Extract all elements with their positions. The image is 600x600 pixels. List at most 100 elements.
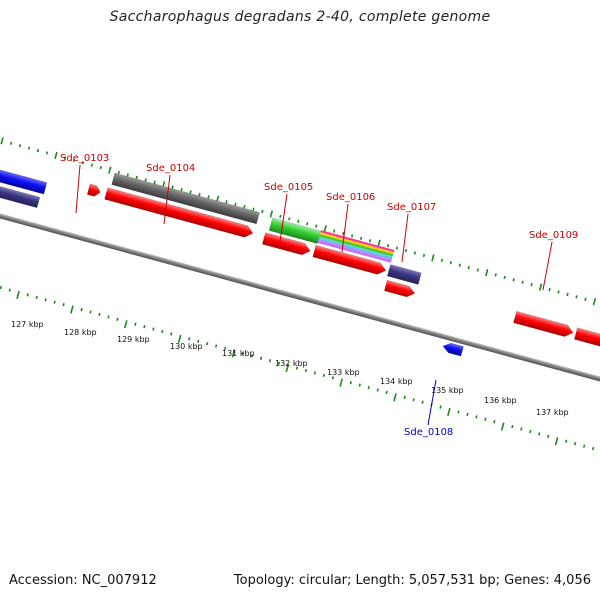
ruler-tick bbox=[0, 285, 2, 290]
gene-label-leader bbox=[341, 203, 349, 253]
ruler-tick bbox=[476, 268, 479, 272]
ruler-tick bbox=[315, 224, 318, 228]
ruler-tick bbox=[189, 190, 192, 194]
accession-text: Accession: NC_007912 bbox=[9, 573, 157, 588]
gene-label[interactable]: Sde_0104 bbox=[146, 163, 195, 174]
ruler-tick bbox=[467, 265, 470, 270]
gene-bar-dark bbox=[0, 183, 41, 209]
ruler-tick bbox=[261, 209, 264, 214]
ruler-label: 137 kbp bbox=[536, 408, 569, 417]
ruler-tick bbox=[152, 327, 155, 331]
ruler-tick bbox=[575, 295, 578, 299]
gene-label-leader bbox=[163, 174, 171, 225]
ruler-tick bbox=[259, 356, 263, 360]
gene-label[interactable]: Sde_0105 bbox=[264, 182, 313, 193]
ruler-tick bbox=[554, 437, 559, 446]
ruler-tick bbox=[538, 432, 541, 436]
gene-arrow-reverse bbox=[0, 169, 48, 195]
ruler-tick bbox=[117, 170, 120, 175]
ruler-tick bbox=[0, 137, 4, 145]
ruler-tick bbox=[89, 310, 92, 314]
ruler-tick bbox=[582, 444, 586, 448]
ruler-tick bbox=[323, 225, 327, 233]
ruler-tick bbox=[403, 395, 406, 399]
ruler-tick bbox=[333, 229, 336, 233]
ruler-tick bbox=[206, 342, 209, 346]
ruler-tick bbox=[223, 346, 227, 351]
ruler-tick bbox=[16, 290, 20, 299]
gene-arrow bbox=[513, 310, 574, 337]
ruler-tick bbox=[393, 393, 397, 402]
ruler-tick bbox=[412, 398, 415, 402]
ruler-tick bbox=[557, 290, 560, 294]
ruler-tick bbox=[457, 410, 460, 414]
ruler-label: 136 kbp bbox=[484, 396, 517, 405]
ruler-tick bbox=[269, 210, 274, 218]
ruler-tick bbox=[153, 180, 156, 184]
ruler-tick bbox=[475, 415, 478, 419]
ruler-tick bbox=[27, 146, 31, 150]
ruler-tick bbox=[422, 253, 426, 258]
ruler-tick bbox=[188, 337, 191, 341]
ruler-tick bbox=[565, 439, 568, 443]
ruler-tick bbox=[72, 158, 76, 162]
ruler-tick bbox=[80, 307, 83, 312]
ruler-tick bbox=[449, 261, 453, 265]
ruler-tick bbox=[530, 283, 533, 287]
gene-label[interactable]: Sde_0106 bbox=[326, 192, 375, 203]
ruler-tick bbox=[538, 283, 543, 291]
ruler-tick bbox=[35, 295, 38, 300]
ruler-tick bbox=[404, 248, 408, 253]
ruler-tick bbox=[313, 371, 317, 375]
gene-arrow bbox=[262, 232, 311, 256]
ruler-tick bbox=[500, 422, 505, 431]
ruler-tick bbox=[36, 148, 40, 153]
gene-label[interactable]: Sde_0109 bbox=[529, 230, 578, 241]
ruler-tick bbox=[234, 202, 237, 206]
ruler-tick bbox=[304, 368, 308, 373]
ruler-tick bbox=[123, 320, 128, 329]
ruler-label: 133 kbp bbox=[327, 368, 360, 377]
ruler-tick bbox=[566, 292, 569, 297]
ruler-tick bbox=[45, 151, 49, 155]
ruler-tick bbox=[107, 315, 110, 319]
ruler-tick bbox=[243, 205, 246, 209]
ruler-label: 134 kbp bbox=[380, 377, 413, 386]
ruler-tick bbox=[386, 244, 390, 248]
ruler-tick bbox=[368, 239, 372, 243]
ruler-tick bbox=[503, 275, 506, 280]
ruler-tick bbox=[63, 156, 67, 160]
gene-label-leader bbox=[75, 164, 81, 214]
ruler-tick bbox=[592, 298, 597, 306]
ruler-tick bbox=[421, 400, 424, 404]
ruler-tick bbox=[116, 317, 119, 321]
gene-arrow-sde-0104 bbox=[104, 187, 254, 238]
ruler-tick bbox=[494, 273, 497, 277]
gene-arrow-sde-0103 bbox=[86, 183, 101, 197]
gene-stripe-sde-0106 bbox=[319, 234, 394, 257]
ruler-tick bbox=[62, 303, 65, 307]
ruler-tick bbox=[225, 200, 228, 204]
gene-arrow bbox=[573, 327, 600, 351]
gene-label[interactable]: Sde_0103 bbox=[60, 153, 109, 164]
gene-arrow-sde-0106 bbox=[312, 244, 387, 275]
gene-bar-sde-0105 bbox=[268, 217, 322, 244]
ruler-tick bbox=[250, 354, 254, 358]
ruler-tick bbox=[171, 185, 174, 189]
gene-label[interactable]: Sde_0107 bbox=[387, 202, 436, 213]
gene-label[interactable]: Sde_0108 bbox=[404, 427, 453, 438]
ruler-tick bbox=[170, 332, 173, 336]
ruler-tick bbox=[54, 151, 58, 160]
ruler-tick bbox=[285, 363, 290, 373]
gene-bar-grey bbox=[111, 172, 260, 225]
gene-bar-sde-0107 bbox=[387, 264, 422, 285]
ruler-label: 130 kbp bbox=[170, 342, 203, 351]
ruler-tick bbox=[331, 376, 335, 380]
ruler-tick bbox=[376, 388, 379, 392]
ruler-tick bbox=[295, 366, 299, 370]
ruler-tick bbox=[108, 166, 112, 174]
genome-strip bbox=[0, 137, 600, 451]
genome-summary-text: Topology: circular; Length: 5,057,531 bp… bbox=[233, 573, 591, 588]
ruler-tick bbox=[573, 442, 577, 446]
